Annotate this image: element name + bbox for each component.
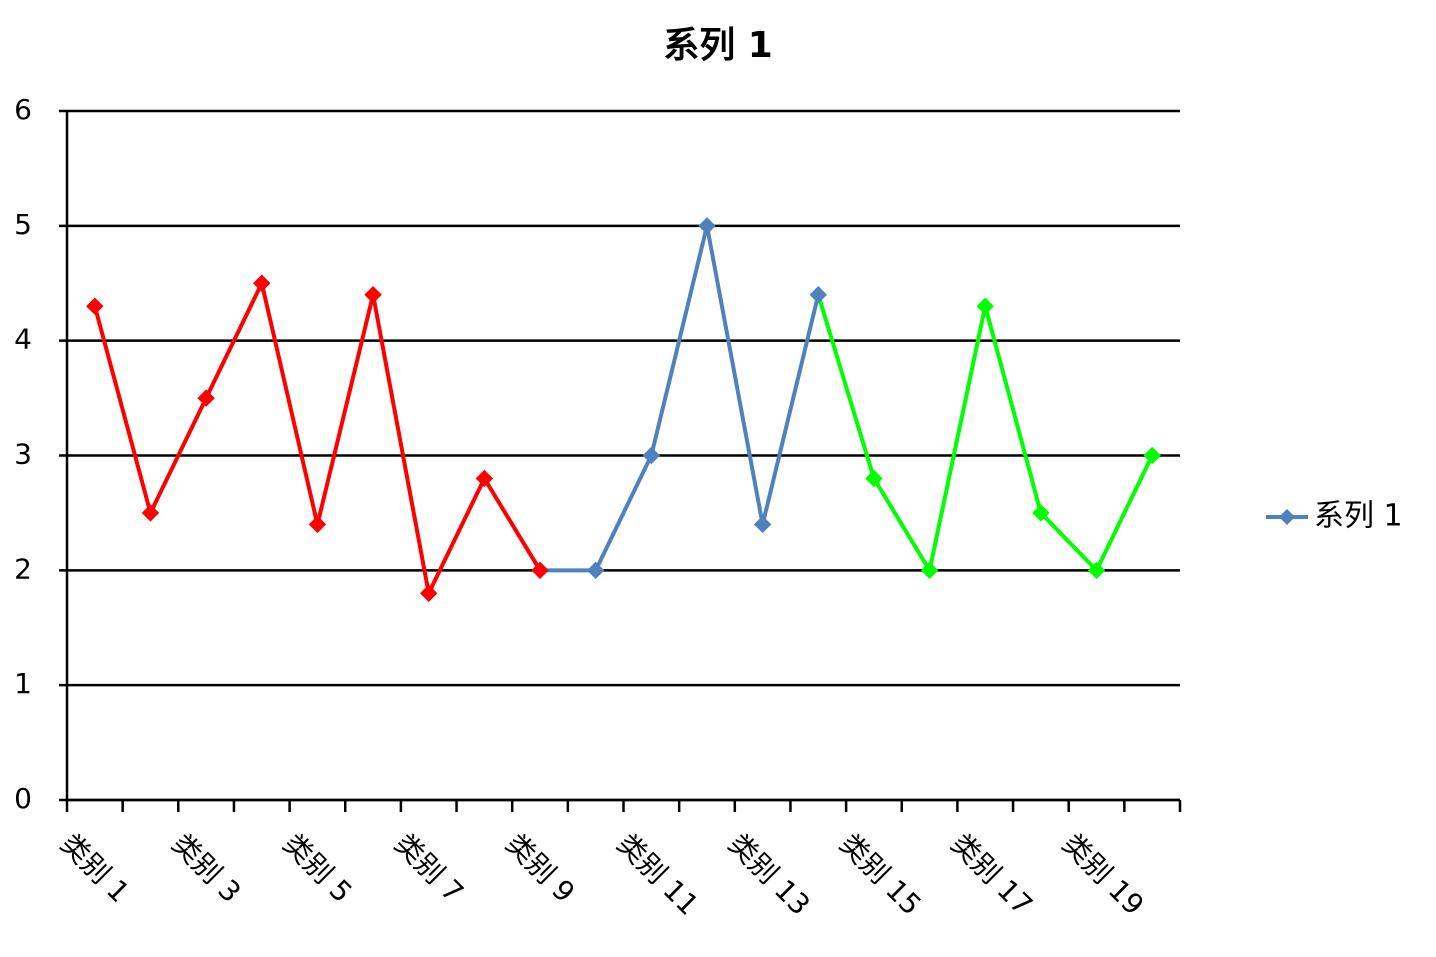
line-segment <box>315 294 376 525</box>
point-marker <box>865 469 883 488</box>
line-segment <box>426 477 487 595</box>
y-tick-label: 2 <box>14 552 32 585</box>
point-marker <box>1143 446 1161 465</box>
x-tick-label: 类别 3 <box>166 827 248 909</box>
chart-title: 系列 1 <box>663 25 773 66</box>
y-tick-label: 4 <box>14 323 32 356</box>
point-marker <box>86 297 104 315</box>
y-tick-label: 0 <box>14 782 32 815</box>
y-tick-label: 3 <box>14 438 32 471</box>
point-marker <box>753 515 772 534</box>
point-marker <box>698 217 716 235</box>
line-segment <box>593 454 654 572</box>
line-segment <box>649 225 709 456</box>
line-segment <box>1094 454 1154 572</box>
y-tick-label: 6 <box>14 93 32 126</box>
point-marker <box>531 561 549 580</box>
legend-label: 系列 1 <box>1314 499 1403 534</box>
x-tick-label: 类别 19 <box>1056 827 1150 921</box>
point-marker <box>642 446 661 465</box>
point-marker <box>475 469 494 488</box>
line-segment <box>204 282 264 399</box>
y-tick-label: 5 <box>14 208 32 241</box>
x-tick-label: 类别 1 <box>54 827 136 909</box>
point-marker <box>1032 504 1050 522</box>
x-tick-label: 类别 7 <box>388 827 470 909</box>
point-marker <box>920 561 939 580</box>
line-segment <box>760 294 821 525</box>
line-segment <box>371 294 431 594</box>
line-segment <box>705 225 765 525</box>
point-marker <box>976 297 994 315</box>
x-tick-label: 类别 5 <box>277 827 359 909</box>
line-segment <box>816 294 876 480</box>
line-segment <box>92 305 153 514</box>
x-tick-label: 类别 13 <box>722 827 816 921</box>
line-segment <box>482 477 542 572</box>
point-marker <box>809 286 827 304</box>
line-segment <box>983 305 1043 514</box>
legend-marker <box>1279 509 1295 525</box>
point-marker <box>1087 561 1106 580</box>
x-tick-label: 类别 11 <box>611 827 705 921</box>
point-marker <box>364 286 382 304</box>
line-segment <box>148 397 208 514</box>
point-marker <box>586 561 605 580</box>
x-tick-label: 类别 15 <box>833 827 927 921</box>
line-segment <box>872 477 932 572</box>
point-marker <box>308 515 327 534</box>
point-marker <box>420 584 438 603</box>
y-tick-label: 1 <box>14 667 32 700</box>
x-tick-label: 类别 17 <box>945 827 1039 921</box>
line-segment <box>1039 511 1098 572</box>
point-marker <box>141 504 160 522</box>
line-segment <box>259 282 320 525</box>
point-marker <box>253 274 271 292</box>
point-marker <box>197 389 215 407</box>
line-segment <box>927 305 988 571</box>
x-tick-label: 类别 9 <box>499 827 581 909</box>
